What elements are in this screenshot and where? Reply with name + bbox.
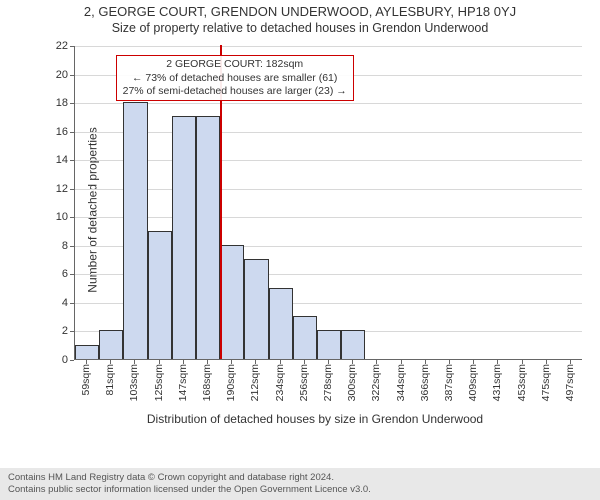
y-tick-mark bbox=[70, 46, 74, 47]
y-tick-mark bbox=[70, 217, 74, 218]
x-tick-label: 168sqm bbox=[201, 364, 213, 401]
histogram-bar bbox=[148, 231, 172, 359]
annotation-line: 27% of semi-detached houses are larger (… bbox=[123, 85, 347, 98]
histogram-bar bbox=[244, 259, 268, 359]
histogram-bar bbox=[172, 116, 196, 359]
x-tick-label: 103sqm bbox=[128, 364, 140, 401]
y-tick-label: 20 bbox=[42, 69, 68, 81]
histogram-bar bbox=[75, 345, 99, 359]
y-tick-label: 0 bbox=[42, 354, 68, 366]
x-tick-label: 366sqm bbox=[419, 364, 431, 401]
footer-line-1: Contains HM Land Registry data © Crown c… bbox=[8, 472, 592, 484]
y-tick-label: 18 bbox=[42, 97, 68, 109]
y-tick-mark bbox=[70, 160, 74, 161]
gridline bbox=[75, 46, 582, 47]
y-tick-label: 8 bbox=[42, 240, 68, 252]
y-tick-mark bbox=[70, 303, 74, 304]
histogram-bar bbox=[123, 102, 147, 359]
x-tick-label: 147sqm bbox=[177, 364, 189, 401]
x-tick-label: 387sqm bbox=[443, 364, 455, 401]
y-tick-label: 10 bbox=[42, 211, 68, 223]
y-tick-mark bbox=[70, 189, 74, 190]
x-tick-label: 234sqm bbox=[274, 364, 286, 401]
histogram-bar bbox=[269, 288, 293, 359]
annotation-line: ← 73% of detached houses are smaller (61… bbox=[123, 72, 347, 85]
x-tick-label: 300sqm bbox=[346, 364, 358, 401]
histogram-bar bbox=[341, 330, 365, 359]
gridline bbox=[75, 132, 582, 133]
y-tick-mark bbox=[70, 132, 74, 133]
x-tick-label: 453sqm bbox=[516, 364, 528, 401]
y-tick-label: 4 bbox=[42, 297, 68, 309]
x-tick-label: 59sqm bbox=[80, 364, 92, 396]
y-tick-mark bbox=[70, 75, 74, 76]
y-tick-label: 2 bbox=[42, 325, 68, 337]
page-title: 2, GEORGE COURT, GRENDON UNDERWOOD, AYLE… bbox=[0, 0, 600, 19]
x-tick-label: 497sqm bbox=[564, 364, 576, 401]
x-tick-label: 125sqm bbox=[153, 364, 165, 401]
x-tick-label: 344sqm bbox=[395, 364, 407, 401]
gridline bbox=[75, 103, 582, 104]
x-tick-label: 431sqm bbox=[491, 364, 503, 401]
y-tick-mark bbox=[70, 103, 74, 104]
footer-attribution: Contains HM Land Registry data © Crown c… bbox=[0, 468, 600, 500]
x-tick-label: 409sqm bbox=[467, 364, 479, 401]
histogram-bar bbox=[317, 330, 341, 359]
histogram-bar bbox=[293, 316, 317, 359]
chart-subtitle: Size of property relative to detached ho… bbox=[0, 19, 600, 35]
x-tick-label: 212sqm bbox=[249, 364, 261, 401]
x-tick-label: 190sqm bbox=[225, 364, 237, 401]
gridline bbox=[75, 217, 582, 218]
x-tick-label: 475sqm bbox=[540, 364, 552, 401]
annotation-line: 2 GEORGE COURT: 182sqm bbox=[123, 58, 347, 71]
x-tick-label: 278sqm bbox=[322, 364, 334, 401]
footer-line-2: Contains public sector information licen… bbox=[8, 484, 592, 496]
histogram-chart: Number of detached properties 2 GEORGE C… bbox=[48, 46, 582, 394]
gridline bbox=[75, 189, 582, 190]
x-tick-label: 256sqm bbox=[298, 364, 310, 401]
y-tick-mark bbox=[70, 246, 74, 247]
histogram-bar bbox=[220, 245, 244, 359]
gridline bbox=[75, 160, 582, 161]
plot-area: 2 GEORGE COURT: 182sqm← 73% of detached … bbox=[74, 46, 582, 360]
x-axis-label: Distribution of detached houses by size … bbox=[48, 412, 582, 426]
x-tick-label: 81sqm bbox=[104, 364, 116, 396]
y-tick-mark bbox=[70, 274, 74, 275]
y-tick-label: 6 bbox=[42, 268, 68, 280]
x-tick-label: 322sqm bbox=[370, 364, 382, 401]
histogram-bar bbox=[196, 116, 220, 359]
y-tick-mark bbox=[70, 360, 74, 361]
y-tick-label: 14 bbox=[42, 154, 68, 166]
histogram-bar bbox=[99, 330, 123, 359]
y-tick-mark bbox=[70, 331, 74, 332]
annotation-box: 2 GEORGE COURT: 182sqm← 73% of detached … bbox=[116, 55, 354, 100]
y-tick-label: 22 bbox=[42, 40, 68, 52]
y-tick-label: 16 bbox=[42, 126, 68, 138]
y-tick-label: 12 bbox=[42, 183, 68, 195]
